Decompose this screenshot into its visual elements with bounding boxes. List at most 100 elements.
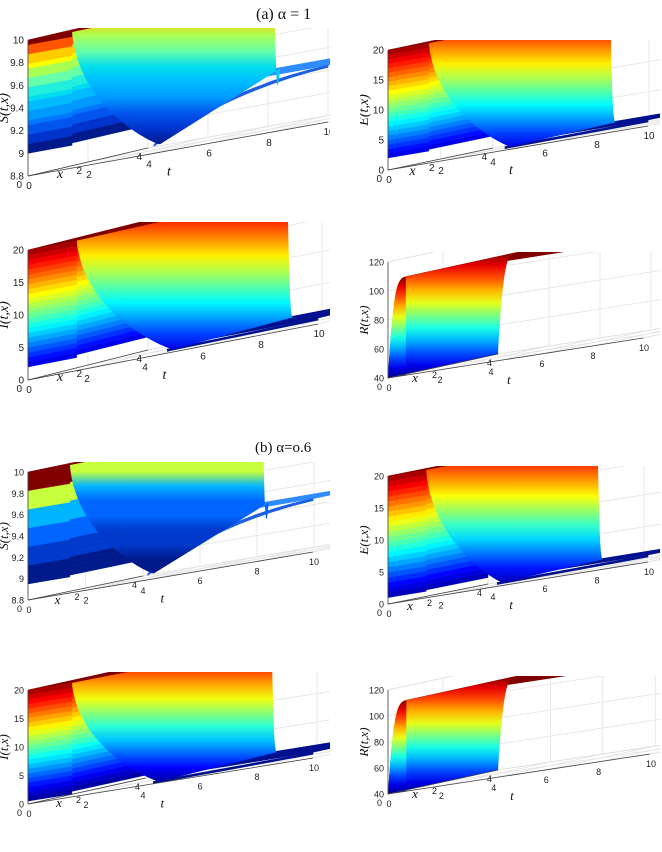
z-tick-label: 9.8 (11, 489, 24, 499)
grid-line (497, 299, 660, 326)
x-axis-line (387, 147, 494, 171)
z-tick-label: 10 (374, 536, 384, 546)
t-tick-label: 2 (439, 791, 444, 801)
t-tick-label: 4 (146, 159, 152, 170)
t-tick-label: 0 (386, 383, 391, 393)
z-tick-label: 60 (374, 764, 384, 774)
grid-line (437, 557, 660, 595)
x-tick-label: 2 (432, 786, 437, 796)
x-axis-label: x (54, 592, 61, 607)
grid-line (497, 252, 597, 268)
surface-top (28, 222, 160, 250)
z-tick-label: 9.4 (10, 104, 24, 115)
t-tick-label: 6 (197, 781, 202, 791)
surface-edge (504, 119, 649, 149)
x-tick-label: 2 (76, 166, 82, 177)
t-axis-label: t (160, 795, 164, 810)
x-axis-line (387, 769, 499, 795)
t-tick-label: 10 (643, 131, 655, 142)
t-axis-label: t (509, 597, 513, 612)
z-axis-label: E(t,x) (360, 525, 371, 555)
t-tick-label: 10 (323, 127, 330, 138)
t-axis-line (387, 753, 651, 795)
x-tick-label: 0 (17, 808, 22, 818)
x-tick-label: 0 (377, 382, 382, 392)
z-tick-label: 0 (378, 166, 384, 177)
surface-front-curtain (388, 276, 406, 378)
t-tick-label: 6 (544, 775, 549, 785)
z-tick-label: 15 (13, 278, 25, 289)
t-tick-label: 0 (386, 609, 391, 619)
t-tick-label: 8 (594, 575, 599, 585)
t-tick-label: 8 (258, 340, 264, 351)
surface-top (28, 672, 128, 690)
t-tick-label: 2 (84, 374, 90, 385)
z-tick-label: 5 (379, 568, 384, 578)
z-tick-label: 9.8 (10, 58, 24, 69)
x-tick-label: 0 (17, 604, 22, 614)
z-tick-label: 9 (19, 574, 24, 584)
z-axis-label: E(t,x) (360, 94, 372, 127)
plot-b-S: 8.8 9 9.2 9.4 9.6 9.8 10 0 2 4 6 8 10 0 2 4 S(t,x) t x (0, 462, 330, 615)
x-tick-label: 2 (76, 795, 81, 805)
x-axis-line (27, 777, 147, 805)
surface-drop-face (428, 40, 616, 147)
z-axis-label: I(t,x) (0, 301, 12, 330)
x-axis-label: x (408, 164, 416, 179)
t-tick-label: 6 (200, 351, 206, 362)
z-tick-label: 9.4 (11, 532, 24, 542)
x-tick-label: 4 (132, 580, 137, 590)
z-tick-label: 40 (374, 790, 384, 800)
grid-line (440, 121, 660, 160)
z-tick-label: 120 (369, 686, 384, 696)
t-tick-label: 2 (438, 601, 443, 611)
t-axis-line (387, 125, 649, 171)
grid-line (85, 546, 330, 589)
t-tick-label: 2 (437, 375, 442, 385)
z-tick-label: 20 (14, 686, 24, 696)
x-tick-label: 2 (432, 370, 437, 380)
x-axis-label: x (56, 167, 64, 182)
grid-line (142, 544, 330, 577)
t-axis-line (27, 121, 329, 177)
z-tick-label: 80 (374, 738, 384, 748)
surface-drop-face (72, 28, 280, 145)
x-tick-label: 2 (429, 163, 435, 174)
x-axis-line (387, 583, 489, 605)
z-tick-label: 60 (374, 345, 384, 355)
x-axis-label: x (55, 795, 62, 810)
t-tick-label: 8 (594, 140, 600, 151)
x-tick-label: 4 (487, 774, 492, 784)
z-tick-label: 100 (369, 287, 384, 297)
t-tick-label: 4 (142, 363, 148, 374)
z-tick-label: 9.2 (10, 126, 24, 137)
surface-edge (166, 317, 319, 352)
t-tick-label: 4 (140, 586, 145, 596)
t-tick-label: 6 (206, 149, 212, 160)
z-tick-label: 10 (13, 36, 25, 47)
t-tick-label: 10 (309, 557, 319, 567)
z-tick-label: 9.2 (11, 553, 24, 563)
t-tick-label: 2 (438, 166, 444, 177)
z-tick-label: 0 (18, 376, 24, 387)
z-tick-label: 0 (19, 800, 24, 810)
z-tick-label: 15 (374, 504, 384, 514)
surface-rise-face (388, 676, 517, 794)
z-tick-label: 5 (19, 771, 24, 781)
grid-line (87, 118, 330, 163)
t-tick-label: 8 (266, 138, 272, 149)
x-tick-label: 0 (16, 180, 22, 191)
x-tick-label: 0 (377, 798, 382, 808)
surface-drop-face (71, 672, 278, 782)
z-axis-label: S(t,x) (0, 522, 11, 550)
t-axis-label: t (509, 163, 514, 178)
z-tick-label: 10 (14, 468, 24, 478)
x-axis-label: x (406, 598, 413, 613)
x-tick-label: 4 (135, 782, 140, 792)
z-tick-label: 20 (373, 46, 385, 57)
caption-a: (a) α = 1 (256, 6, 312, 23)
caption-b: (b) α=o.6 (255, 440, 312, 456)
z-tick-label: 20 (374, 472, 384, 482)
